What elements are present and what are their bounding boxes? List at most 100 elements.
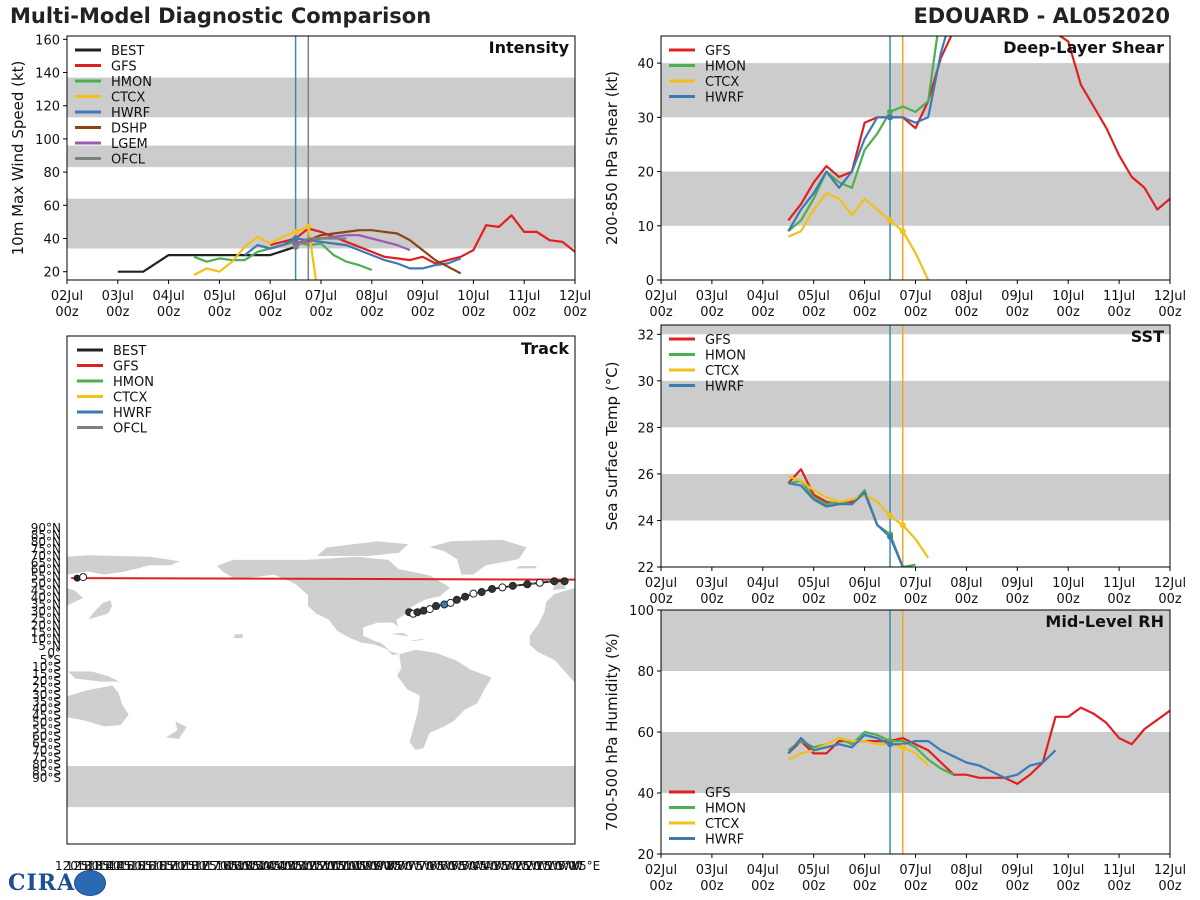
track-legend-label: HWRF (113, 406, 152, 421)
rh-panel: 2040608010002Jul00z03Jul00z04Jul00z05Jul… (603, 604, 1186, 894)
rh-xtick-label: 00z (751, 879, 775, 894)
track-lat-label: 55°N (31, 570, 61, 584)
land-polygon (388, 631, 412, 638)
track-frame (66, 335, 576, 845)
intensity-line-ofcl (294, 237, 347, 248)
intensity-line-hwrf (244, 237, 462, 270)
intensity-xtick-label: 04Jul (152, 289, 184, 304)
track-best-point (508, 581, 517, 590)
land-polygon (513, 565, 539, 570)
intensity-xtick-label: 02Jul (51, 289, 83, 304)
rh-ytick-label: 100 (629, 604, 654, 619)
shear-xtick-label: 09Jul (1001, 289, 1033, 304)
intensity-xtick-label: 12Jul (559, 289, 591, 304)
shear-panel: 01020304002Jul00z03Jul00z04Jul00z05Jul00… (603, 35, 1186, 320)
rh-xtick-label: 00z (649, 879, 673, 894)
intensity-xtick-label: 00z (513, 305, 537, 320)
track-best-point (498, 583, 507, 592)
intensity-point-ctcx-ofcl (305, 223, 312, 230)
track-lat-label: 30°N (31, 604, 61, 618)
land-polygon (67, 765, 575, 808)
shear-band (661, 171, 1170, 226)
track-lat-label: 80°S (32, 757, 61, 771)
rh-ytick-label: 40 (637, 787, 654, 802)
rh-xtick-label: 03Jul (696, 863, 728, 878)
rh-xtick-label: 07Jul (899, 863, 931, 878)
intensity-band (67, 198, 575, 249)
intensity-xtick-label: 05Jul (203, 289, 235, 304)
rh-line-hwrf (787, 733, 1057, 779)
intensity-legend-label: HMON (111, 75, 152, 90)
rh-title: Mid-Level RH (1045, 612, 1164, 631)
intensity-ytick-label: 160 (35, 33, 60, 48)
track-lon-label: 170°E (162, 859, 199, 873)
track-lon-label: 60°W (440, 859, 473, 873)
track-lon-label: 95°W (365, 859, 398, 873)
intensity-xtick-label: 09Jul (406, 289, 438, 304)
intensity-ytick-label: 20 (43, 266, 60, 281)
shear-xtick-label: 00z (1158, 305, 1182, 320)
sst-xtick-label: 03Jul (696, 576, 728, 591)
track-lat-label: 85°S (32, 764, 61, 778)
track-lon-label: 175°E (173, 859, 210, 873)
shear-ytick-label: 30 (637, 111, 654, 126)
sst-xtick-label: 06Jul (848, 576, 880, 591)
track-lon-label: 20°W (526, 859, 559, 873)
sst-legend-label: HWRF (705, 380, 744, 395)
land-polygon (163, 719, 188, 740)
intensity-ytick-label: 120 (35, 100, 60, 115)
track-lon-label: 155°E (130, 859, 167, 873)
intensity-line-lgem (295, 234, 411, 252)
intensity-xtick-label: 00z (360, 305, 384, 320)
track-lon-label: 70°W (419, 859, 452, 873)
track-best-point (446, 598, 455, 607)
sst-point-ctcx (887, 512, 894, 519)
land-polygon (396, 648, 493, 751)
shear-xtick-label: 00z (802, 305, 826, 320)
track-legend-label: CTCX (113, 391, 147, 406)
rh-xtick-label: 00z (1158, 879, 1182, 894)
land-polygon (67, 684, 130, 728)
track-lat-label: 35°S (32, 695, 61, 709)
intensity-legend-label: LGEM (111, 137, 148, 152)
shear-point-ctcx-ofcl (899, 228, 906, 235)
sst-line-hwrf (788, 482, 904, 567)
track-best-point (461, 592, 470, 601)
sst-xtick-label: 02Jul (645, 576, 677, 591)
track-lon-label: 140°E (98, 859, 135, 873)
intensity-ytick-label: 60 (43, 199, 60, 214)
shear-xtick-label: 10Jul (1052, 289, 1084, 304)
rh-xtick-label: 00z (853, 879, 877, 894)
track-lon-label: 115°W (322, 859, 363, 873)
track-lon-label: 125°E (66, 859, 103, 873)
track-lat-label: 90°S (32, 771, 61, 785)
logo-text: CIRA (8, 870, 76, 896)
land-polygon (232, 633, 244, 639)
track-lon-label: 120°E (55, 859, 92, 873)
shear-xtick-label: 00z (751, 305, 775, 320)
track-lat-label: 0° (47, 646, 61, 660)
rh-xtick-label: 09Jul (1001, 863, 1033, 878)
track-gfs-line (71, 577, 575, 581)
track-lat-label: 55°S (32, 723, 61, 737)
track-lat-label: 25°N (31, 611, 61, 625)
track-lat-label: 75°N (31, 542, 61, 556)
track-lon-label: 135°E (87, 859, 124, 873)
track-lat-label: 45°N (31, 584, 61, 598)
rh-xtick-label: 00z (904, 879, 928, 894)
shear-series-group (787, 36, 1170, 280)
shear-line-hwrf (787, 36, 947, 232)
sst-legend-label: HMON (705, 349, 746, 364)
rh-legend-label: CTCX (705, 817, 739, 832)
intensity-legend-label: HWRF (111, 106, 150, 121)
track-lat-label: 20°N (31, 618, 61, 632)
intensity-legend-label: CTCX (111, 91, 145, 106)
intensity-xtick-label: 06Jul (254, 289, 286, 304)
rh-xtick-label: 00z (1107, 879, 1131, 894)
track-lat-label: 90°N (31, 521, 61, 535)
intensity-title: Intensity (489, 38, 570, 57)
rh-xtick-label: 02Jul (645, 863, 677, 878)
track-lat-label: 50°S (32, 716, 61, 730)
shear-ylabel: 200-850 hPa Shear (kt) (603, 71, 621, 245)
